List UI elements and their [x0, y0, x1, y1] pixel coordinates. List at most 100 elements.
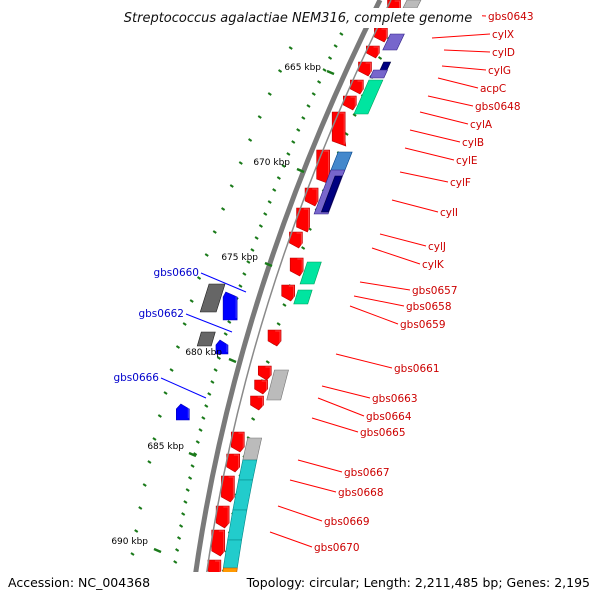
tick-mark [311, 92, 316, 96]
gene-label-left: gbs0662 [138, 308, 184, 320]
forward-gene-arrow-shape [221, 475, 235, 503]
tick-mark [263, 212, 268, 216]
tick-mark [265, 360, 270, 364]
forward-gene-arrow-shade [323, 150, 330, 182]
forward-gene-arrow-shade [288, 285, 295, 299]
gene-label-right: acpC [480, 83, 506, 95]
leader-line [379, 233, 427, 247]
tick-mark [216, 356, 221, 360]
tick-mark [296, 128, 301, 132]
kbp-tick [296, 167, 305, 174]
tick-mark [204, 404, 209, 408]
tick-mark [291, 140, 296, 144]
gene-label-right: gbs0657 [412, 285, 458, 297]
gene-labels-layer: gbs0643 cylX cylD cylG acpC gbs0648 cylA cylB cy… [113, 11, 533, 554]
gene-label-right: gbs0664 [366, 411, 412, 423]
forward-gene-arrow [226, 453, 240, 473]
gene-label-right: cylA [470, 119, 493, 131]
tick-mark [276, 322, 281, 326]
cog-function-block [266, 369, 289, 401]
tick-mark [130, 552, 135, 556]
kbp-tick [326, 69, 335, 76]
gene-label-right: cylB [462, 137, 484, 149]
forward-gene-arrow-shade [218, 530, 225, 554]
gene-label-right: gbs0643 [488, 11, 534, 23]
topology-text: Topology: circular; Length: 2,211,485 bp… [246, 575, 590, 590]
forward-gene-arrow-shape [254, 379, 268, 395]
forward-gene-arrow-shade [373, 46, 379, 56]
kbp-tick [188, 451, 197, 458]
leader-line [353, 295, 405, 307]
cog-function-block [232, 479, 253, 511]
cog-function-block [227, 509, 248, 541]
cog-function-block [242, 437, 263, 461]
gene-label-right: cylD [492, 47, 515, 59]
forward-gene-arrow-shape [267, 329, 282, 347]
forward-gene-arrow [281, 284, 296, 302]
cog-function-block [238, 459, 258, 481]
tick-mark [301, 246, 306, 250]
gene-label-right: cylF [450, 177, 471, 189]
tick-mark [272, 188, 277, 192]
gene-label-left: gbs0660 [153, 267, 199, 279]
kbp-label: 680 kbp [185, 348, 222, 358]
tick-mark [248, 138, 253, 142]
tick-mark [221, 207, 226, 211]
tick-mark [306, 104, 311, 108]
gene-label-right: cylE [456, 155, 478, 167]
kbp-tick [228, 357, 237, 364]
leader-line [297, 459, 343, 473]
forward-gene-arrow-shade [381, 28, 387, 40]
forward-gene-arrow-shape [289, 257, 304, 277]
reverse-gene-arrow-shade [222, 340, 228, 352]
leader-line [185, 313, 233, 333]
tick-mark [176, 536, 182, 540]
cog-function-block [199, 283, 226, 313]
leader-line [431, 33, 491, 39]
reverse-gene-arrow-shape [176, 403, 190, 421]
tick-mark [377, 56, 383, 60]
footer-backdrop [0, 572, 600, 600]
forward-gene-arrow-shape [257, 365, 272, 381]
forward-gene-arrow-shade [296, 232, 302, 246]
forward-gene-arrow-shape [296, 207, 310, 233]
tick-mark [189, 299, 194, 303]
leader-line [289, 479, 337, 493]
tick-mark [242, 272, 247, 276]
forward-gene-arrow [267, 329, 282, 347]
forward-gene-arrow-shade [357, 80, 363, 92]
tick-mark [183, 500, 188, 504]
forward-gene-arrow-shade [312, 188, 318, 204]
tick-mark [267, 200, 272, 204]
leader-line [419, 111, 469, 125]
forward-gene-arrow [331, 111, 347, 147]
reverse-gene-arrow-shade [183, 404, 189, 418]
tick-mark [190, 464, 195, 468]
tick-mark [281, 164, 286, 168]
forward-gene-arrow-shade [350, 96, 356, 108]
kbp-tick [153, 547, 162, 554]
leader-line [443, 49, 491, 53]
tick-mark [163, 391, 168, 395]
gene-label-right: gbs0668 [338, 487, 384, 499]
forward-gene-arrow [254, 379, 268, 395]
title-backdrop [112, 8, 482, 28]
gene-label-left: gbs0666 [113, 372, 159, 384]
cog-function-block [382, 33, 405, 51]
reverse-gene-arrow [222, 291, 238, 321]
gene-label-right: cylI [440, 207, 458, 219]
tick-mark [207, 392, 212, 396]
tick-mark [288, 46, 293, 50]
genome-backbone [189, 0, 392, 600]
gene-label-right: gbs0659 [400, 319, 446, 331]
cog-function-block [320, 175, 343, 213]
map-title: Streptococcus agalactiae NEM316, complet… [124, 11, 472, 26]
leader-line [437, 77, 479, 89]
leader-line [311, 417, 359, 433]
tick-mark [238, 161, 243, 165]
tick-mark [213, 368, 218, 372]
tick-mark [169, 368, 174, 372]
leader-line [404, 147, 455, 161]
tick-mark [254, 236, 259, 240]
